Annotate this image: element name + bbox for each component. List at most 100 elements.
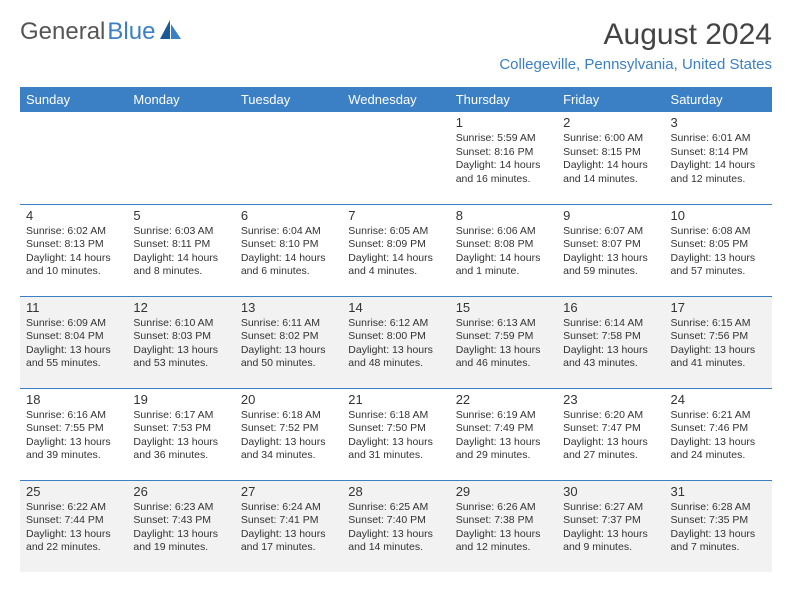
day-line: Daylight: 13 hours [671,528,766,542]
day-line: and 1 minute. [456,265,551,279]
day-cell: 25Sunrise: 6:22 AMSunset: 7:44 PMDayligh… [20,480,127,572]
day-line: and 36 minutes. [133,449,228,463]
day-line: Sunrise: 6:07 AM [563,225,658,239]
day-number: 18 [26,392,121,407]
day-cell: 7Sunrise: 6:05 AMSunset: 8:09 PMDaylight… [342,204,449,296]
calendar-body: 1 Sunrise: 5:59 AMSunset: 8:16 PM Daylight… [20,112,772,572]
day-header: Thursday [450,87,557,112]
day-line: Sunrise: 6:21 AM [671,409,766,423]
day-line: and 46 minutes. [456,357,551,371]
day-line: Sunset: 8:02 PM [241,330,336,344]
day-cell: 30Sunrise: 6:27 AMSunset: 7:37 PMDayligh… [557,480,664,572]
day-cell: 10Sunrise: 6:08 AMSunset: 8:05 PMDayligh… [665,204,772,296]
day-line: Daylight: 13 hours [26,436,121,450]
day-number: 1 [456,115,551,130]
day-line: Daylight: 14 hours [241,252,336,266]
day-cell: 31Sunrise: 6:28 AMSunset: 7:35 PMDayligh… [665,480,772,572]
day-line: Sunset: 8:16 PM [456,146,551,160]
day-line: Sunset: 8:00 PM [348,330,443,344]
day-number: 2 [563,115,658,130]
day-line: and 43 minutes. [563,357,658,371]
day-line: Sunset: 7:59 PM [456,330,551,344]
day-line: and 48 minutes. [348,357,443,371]
calendar-head: SundayMondayTuesdayWednesdayThursdayFrid… [20,87,772,112]
day-number: 5 [133,208,228,223]
day-line: and 55 minutes. [26,357,121,371]
week-row: 4Sunrise: 6:02 AMSunset: 8:13 PMDaylight… [20,204,772,296]
day-line: Sunset: 7:50 PM [348,422,443,436]
calendar-table: SundayMondayTuesdayWednesdayThursdayFrid… [20,87,772,572]
day-line: and 12 minutes. [456,541,551,555]
day-line: Daylight: 13 hours [26,344,121,358]
month-title: August 2024 [499,18,772,52]
logo: GeneralBlue [20,18,182,46]
day-number: 30 [563,484,658,499]
day-cell: 5Sunrise: 6:03 AMSunset: 8:11 PMDaylight… [127,204,234,296]
day-cell: 15Sunrise: 6:13 AMSunset: 7:59 PMDayligh… [450,296,557,388]
day-cell [20,112,127,204]
day-cell: 22Sunrise: 6:19 AMSunset: 7:49 PMDayligh… [450,388,557,480]
day-cell: 2Sunrise: 6:00 AMSunset: 8:15 PMDaylight… [557,112,664,204]
day-line: Sunset: 8:08 PM [456,238,551,252]
day-line: Sunset: 7:35 PM [671,514,766,528]
day-line: and 59 minutes. [563,265,658,279]
day-number: 14 [348,300,443,315]
day-line: Daylight: 13 hours [563,528,658,542]
day-cell: 11Sunrise: 6:09 AMSunset: 8:04 PMDayligh… [20,296,127,388]
day-line: Sunset: 8:13 PM [26,238,121,252]
day-line: and 8 minutes. [133,265,228,279]
day-number: 11 [26,300,121,315]
day-cell: 4Sunrise: 6:02 AMSunset: 8:13 PMDaylight… [20,204,127,296]
day-line: Sunrise: 6:22 AM [26,501,121,515]
day-cell: 26Sunrise: 6:23 AMSunset: 7:43 PMDayligh… [127,480,234,572]
day-line: Daylight: 13 hours [671,252,766,266]
day-cell: 9Sunrise: 6:07 AMSunset: 8:07 PMDaylight… [557,204,664,296]
day-cell: 20Sunrise: 6:18 AMSunset: 7:52 PMDayligh… [235,388,342,480]
day-line: and 14 minutes. [563,173,658,187]
day-line: Sunrise: 6:25 AM [348,501,443,515]
day-line: and 27 minutes. [563,449,658,463]
day-number: 8 [456,208,551,223]
day-cell: 28Sunrise: 6:25 AMSunset: 7:40 PMDayligh… [342,480,449,572]
day-line: and 10 minutes. [26,265,121,279]
day-line: Sunset: 7:40 PM [348,514,443,528]
day-header: Monday [127,87,234,112]
day-number: 6 [241,208,336,223]
day-cell: 21Sunrise: 6:18 AMSunset: 7:50 PMDayligh… [342,388,449,480]
day-line: Sunset: 7:37 PM [563,514,658,528]
day-cell: 1Sunrise: 5:59 AMSunset: 8:16 PMDaylight… [450,112,557,204]
day-line: and 31 minutes. [348,449,443,463]
week-row: 11Sunrise: 6:09 AMSunset: 8:04 PMDayligh… [20,296,772,388]
day-line: Sunrise: 5:59 AM [456,132,551,146]
day-line: Sunset: 8:07 PM [563,238,658,252]
day-cell: 6Sunrise: 6:04 AMSunset: 8:10 PMDaylight… [235,204,342,296]
day-line: Sunrise: 6:20 AM [563,409,658,423]
day-line: Daylight: 13 hours [241,436,336,450]
day-line: Sunrise: 6:11 AM [241,317,336,331]
day-line: Sunrise: 6:00 AM [563,132,658,146]
day-line: and 7 minutes. [671,541,766,555]
day-line: Sunset: 7:43 PM [133,514,228,528]
day-number: 24 [671,392,766,407]
day-number: 23 [563,392,658,407]
day-line: Daylight: 13 hours [348,528,443,542]
day-line: Sunset: 8:14 PM [671,146,766,160]
day-header: Tuesday [235,87,342,112]
day-cell: 3Sunrise: 6:01 AMSunset: 8:14 PMDaylight… [665,112,772,204]
day-line: Sunrise: 6:24 AM [241,501,336,515]
day-line: Daylight: 13 hours [563,344,658,358]
day-cell: 19Sunrise: 6:17 AMSunset: 7:53 PMDayligh… [127,388,234,480]
day-line: Sunrise: 6:06 AM [456,225,551,239]
day-line: and 53 minutes. [133,357,228,371]
day-line: and 9 minutes. [563,541,658,555]
day-line: Daylight: 13 hours [241,528,336,542]
day-cell: 17Sunrise: 6:15 AMSunset: 7:56 PMDayligh… [665,296,772,388]
day-line: and 29 minutes. [456,449,551,463]
day-line: Sunset: 7:55 PM [26,422,121,436]
day-line: and 17 minutes. [241,541,336,555]
day-line: Sunset: 7:44 PM [26,514,121,528]
day-line: Daylight: 13 hours [563,436,658,450]
day-line: and 22 minutes. [26,541,121,555]
day-number: 17 [671,300,766,315]
day-line: and 57 minutes. [671,265,766,279]
